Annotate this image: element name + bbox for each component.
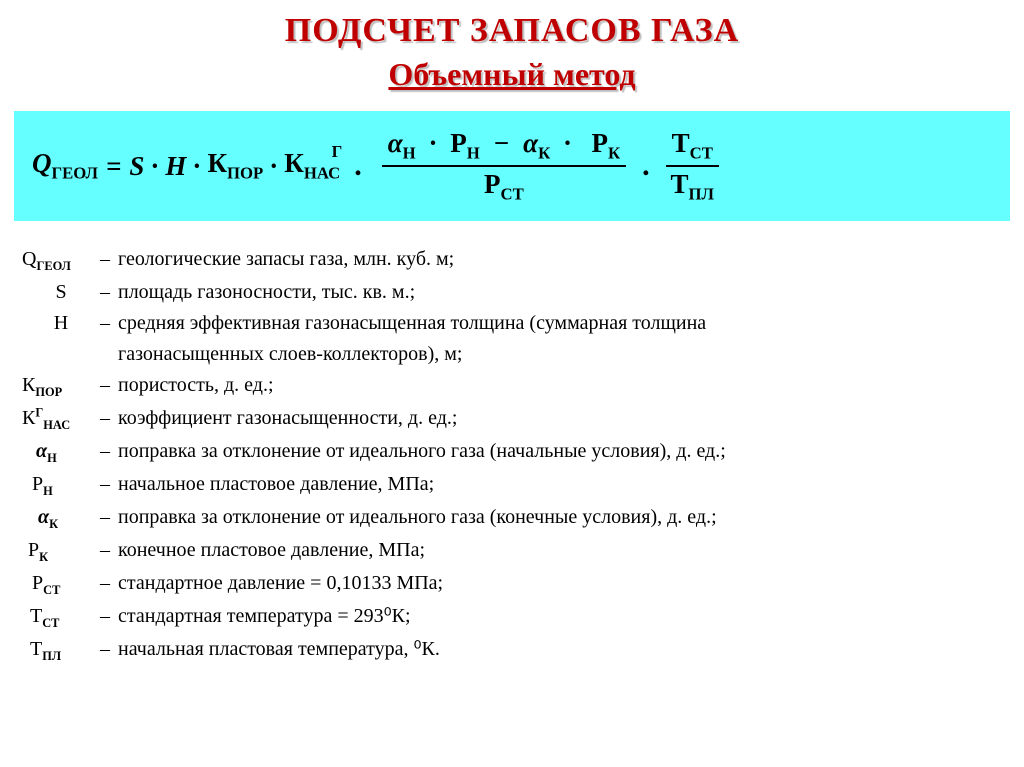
definition-dash: –	[100, 404, 118, 433]
definition-symbol: QГЕОЛ	[22, 245, 100, 276]
definition-row: КГНАС–коэффициент газонасыщенности, д. е…	[22, 404, 1002, 435]
definitions-list: QГЕОЛ–геологические запасы газа, млн. ку…	[22, 245, 1002, 666]
definition-symbol: ТПЛ	[22, 635, 100, 666]
definition-row: ТСТ–стандартная температура = 293⁰К;	[22, 602, 1002, 633]
definition-symbol: S	[22, 278, 100, 307]
fraction-temperature: ТСТ ТПЛ	[666, 128, 719, 205]
term-K-nas: КНАСГ	[284, 148, 340, 183]
definition-dash: –	[100, 278, 118, 307]
term-K-por: КПОР	[207, 148, 263, 183]
definition-text: начальное пластовое давление, МПа;	[118, 470, 1002, 499]
page-title: ПОДСЧЕТ ЗАПАСОВ ГАЗА	[0, 12, 1024, 50]
dot-icon: .	[354, 149, 362, 183]
definition-dash: –	[100, 602, 118, 631]
definition-text: конечное пластовое давление, МПа;	[118, 536, 1002, 565]
dot-icon: ·	[192, 151, 201, 182]
definition-text: поправка за отклонение от идеального газ…	[118, 503, 1002, 532]
definition-text: начальная пластовая температура, ⁰К.	[118, 635, 1002, 664]
definition-dash: –	[100, 635, 118, 664]
definition-row: H–средняя эффективная газонасыщенная тол…	[22, 309, 1002, 338]
definition-dash: –	[100, 309, 118, 338]
definition-symbol: РК	[22, 536, 100, 567]
definition-dash: –	[100, 569, 118, 598]
definition-text: средняя эффективная газонасыщенная толщи…	[118, 309, 1002, 338]
definition-dash: –	[100, 470, 118, 499]
definition-dash: –	[100, 437, 118, 466]
formula-box: QГЕОЛ = S · H · КПОР · КНАСГ . αН · РН −…	[14, 111, 1010, 221]
definition-symbol: αН	[22, 437, 100, 468]
term-S: S	[129, 151, 144, 182]
definition-text: площадь газоносности, тыс. кв. м.;	[118, 278, 1002, 307]
definition-text: коэффициент газонасыщенности, д. ед.;	[118, 404, 1002, 433]
definition-symbol: ТСТ	[22, 602, 100, 633]
definition-symbol: αК	[22, 503, 100, 534]
definition-continuation: газонасыщенных слоев-коллекторов), м;	[22, 340, 1002, 369]
definition-text: стандартное давление = 0,10133 МПа;	[118, 569, 1002, 598]
definition-dash: –	[100, 503, 118, 532]
definition-symbol: РН	[22, 470, 100, 501]
page-subtitle: Объемный метод	[0, 56, 1024, 93]
dot-icon: ·	[150, 151, 159, 182]
formula-lhs: QГЕОЛ	[32, 148, 98, 183]
definition-dash: –	[100, 536, 118, 565]
dot-icon: .	[642, 149, 650, 183]
definition-text: геологические запасы газа, млн. куб. м;	[118, 245, 1002, 274]
definition-row: РК–конечное пластовое давление, МПа;	[22, 536, 1002, 567]
equals-sign: =	[106, 151, 121, 182]
definition-dash: –	[100, 245, 118, 274]
definition-text: пористость, д. ед.;	[118, 371, 1002, 400]
term-H: H	[165, 151, 186, 182]
definition-symbol: КГНАС	[22, 404, 100, 435]
definition-row: αН–поправка за отклонение от идеального …	[22, 437, 1002, 468]
definition-text: поправка за отклонение от идеального газ…	[118, 437, 1002, 466]
definition-row: РСТ–стандартное давление = 0,10133 МПа;	[22, 569, 1002, 600]
definition-row: РН–начальное пластовое давление, МПа;	[22, 470, 1002, 501]
definition-row: ТПЛ–начальная пластовая температура, ⁰К.	[22, 635, 1002, 666]
definition-text: газонасыщенных слоев-коллекторов), м;	[22, 340, 1002, 369]
definition-row: αК–поправка за отклонение от идеального …	[22, 503, 1002, 534]
dot-icon: ·	[269, 151, 278, 182]
definition-dash: –	[100, 371, 118, 400]
definition-row: S–площадь газоносности, тыс. кв. м.;	[22, 278, 1002, 307]
definition-symbol: H	[22, 309, 100, 338]
definition-text: стандартная температура = 293⁰К;	[118, 602, 1002, 631]
fraction-pressure: αН · РН − αК · РК РСТ	[382, 128, 626, 205]
definition-symbol: КПОР	[22, 371, 100, 402]
definition-symbol: РСТ	[22, 569, 100, 600]
definition-row: QГЕОЛ–геологические запасы газа, млн. ку…	[22, 245, 1002, 276]
definition-row: КПОР–пористость, д. ед.;	[22, 371, 1002, 402]
